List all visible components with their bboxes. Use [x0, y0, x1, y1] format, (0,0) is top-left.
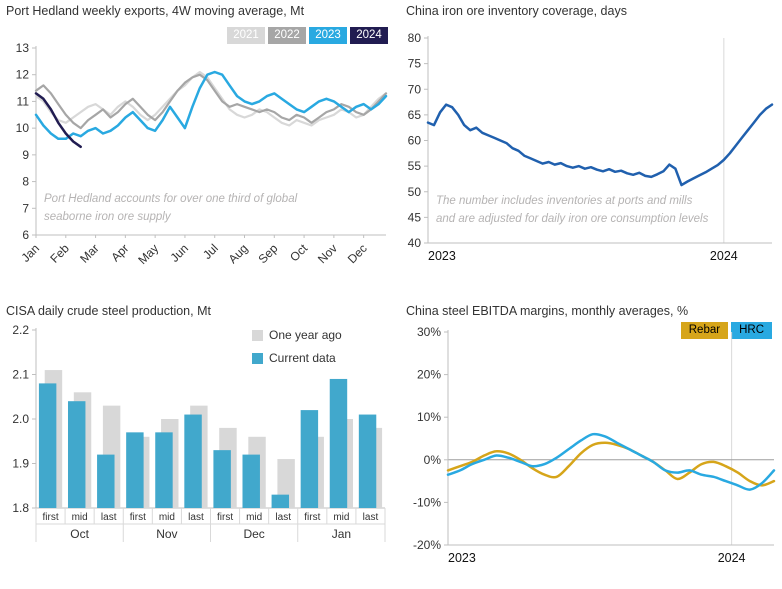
svg-text:last: last — [363, 512, 379, 523]
legend-ebitda: Rebar HRC — [680, 322, 772, 339]
svg-text:50: 50 — [408, 185, 422, 199]
svg-text:65: 65 — [408, 108, 422, 122]
svg-text:13: 13 — [16, 41, 30, 55]
svg-text:Mar: Mar — [77, 241, 102, 266]
svg-text:first: first — [217, 512, 233, 523]
svg-text:2023: 2023 — [448, 551, 476, 565]
chart-title-inventory: China iron ore inventory coverage, days — [406, 4, 627, 18]
svg-text:2024: 2024 — [710, 249, 738, 263]
svg-text:2024: 2024 — [718, 551, 746, 565]
legend-chip-2024: 2024 — [350, 27, 388, 44]
svg-text:8: 8 — [22, 175, 29, 189]
svg-text:first: first — [304, 512, 320, 523]
legend-chip-hrc: HRC — [731, 322, 772, 339]
svg-text:55: 55 — [408, 159, 422, 173]
legend-chip-2023: 2023 — [309, 27, 347, 44]
svg-text:Nov: Nov — [315, 241, 340, 266]
svg-text:2.2: 2.2 — [12, 323, 29, 337]
chart-title-ebitda: China steel EBITDA margins, monthly aver… — [406, 304, 689, 318]
svg-text:Aug: Aug — [226, 241, 251, 266]
svg-text:first: first — [130, 512, 146, 523]
legend-item-current-data: Current data — [252, 351, 342, 365]
svg-text:Jan: Jan — [19, 241, 43, 265]
chart-title-crude-steel: CISA daily crude steel production, Mt — [6, 304, 211, 318]
panel-iron-ore-inventory: China iron ore inventory coverage, days … — [400, 0, 782, 295]
svg-text:45: 45 — [408, 210, 422, 224]
svg-text:2.1: 2.1 — [12, 368, 29, 382]
svg-text:7: 7 — [22, 201, 29, 215]
svg-text:Nov: Nov — [156, 527, 177, 541]
svg-text:10: 10 — [16, 121, 30, 135]
svg-text:mid: mid — [333, 512, 349, 523]
svg-text:mid: mid — [159, 512, 175, 523]
svg-text:mid: mid — [72, 512, 88, 523]
svg-text:mid: mid — [246, 512, 262, 523]
iron-ore-inventory-line-chart: 40 45 50 55 60 65 70 75 80 2023 2024 — [408, 31, 774, 263]
legend-item-one-year-ago: One year ago — [252, 328, 342, 342]
svg-text:Jul: Jul — [200, 241, 221, 262]
annotation-inventory: The number includes inventories at ports… — [436, 195, 709, 226]
svg-text:9: 9 — [22, 148, 29, 162]
svg-text:2.0: 2.0 — [12, 412, 29, 426]
one-year-ago-swatch — [252, 329, 263, 341]
svg-text:11: 11 — [17, 94, 30, 108]
legend-port-hedland-years: 2021 2022 2023 2024 — [227, 27, 388, 44]
svg-text:1.8: 1.8 — [12, 501, 29, 515]
svg-text:Oct: Oct — [70, 527, 89, 541]
panel-port-hedland-exports: Port Hedland weekly exports, 4W moving a… — [0, 0, 391, 295]
svg-text:Apr: Apr — [108, 241, 131, 264]
svg-text:30%: 30% — [417, 325, 441, 339]
svg-text:May: May — [135, 241, 161, 267]
svg-text:60: 60 — [408, 134, 422, 148]
svg-text:20%: 20% — [417, 368, 441, 382]
svg-text:40: 40 — [408, 236, 422, 250]
svg-text:Sep: Sep — [255, 241, 280, 266]
svg-text:6: 6 — [22, 228, 29, 242]
crude-steel-bar-chart: 1.8 1.9 2.0 2.1 2.2 first mid last first mid last f… — [12, 323, 386, 542]
svg-text:Jun: Jun — [167, 241, 191, 265]
svg-text:Feb: Feb — [47, 241, 72, 266]
svg-text:Dec: Dec — [345, 241, 370, 266]
svg-text:80: 80 — [408, 31, 422, 45]
legend-chip-2022: 2022 — [268, 27, 306, 44]
svg-text:Oct: Oct — [287, 241, 311, 265]
svg-text:last: last — [275, 512, 291, 523]
svg-text:first: first — [42, 512, 58, 523]
current-data-swatch — [252, 352, 263, 364]
svg-text:-20%: -20% — [413, 538, 441, 552]
svg-text:Jan: Jan — [332, 527, 351, 541]
svg-text:last: last — [188, 512, 204, 523]
svg-text:10%: 10% — [417, 410, 441, 424]
svg-text:75: 75 — [408, 57, 422, 71]
svg-text:70: 70 — [408, 82, 422, 96]
legend-label-one-year-ago: One year ago — [269, 328, 342, 342]
chart-title-port-hedland: Port Hedland weekly exports, 4W moving a… — [6, 4, 305, 18]
svg-text:1.9: 1.9 — [12, 457, 29, 471]
svg-text:Dec: Dec — [243, 527, 264, 541]
legend-chip-rebar: Rebar — [680, 322, 729, 339]
svg-text:last: last — [101, 512, 117, 523]
panel-crude-steel-production: CISA daily crude steel production, Mt On… — [0, 300, 391, 589]
legend-chip-2021: 2021 — [227, 27, 265, 44]
svg-text:0%: 0% — [424, 453, 442, 467]
panel-ebitda-margins: China steel EBITDA margins, monthly aver… — [400, 300, 782, 589]
legend-crude-steel: One year ago Current data — [252, 328, 342, 374]
ebitda-margins-line-chart: -20% -10% 0% 10% 20% 30% 2023 2024 — [413, 325, 776, 565]
svg-text:12: 12 — [16, 68, 30, 82]
annotation-port-hedland: Port Hedland accounts for over one third… — [44, 193, 298, 224]
svg-text:2023: 2023 — [428, 249, 456, 263]
legend-label-current-data: Current data — [269, 351, 336, 365]
svg-text:-10%: -10% — [413, 495, 441, 509]
port-hedland-exports-line-chart: 6 7 8 9 10 11 12 13 Jan Feb Mar Apr May Jun Jul Aug Sep O… — [16, 41, 388, 267]
